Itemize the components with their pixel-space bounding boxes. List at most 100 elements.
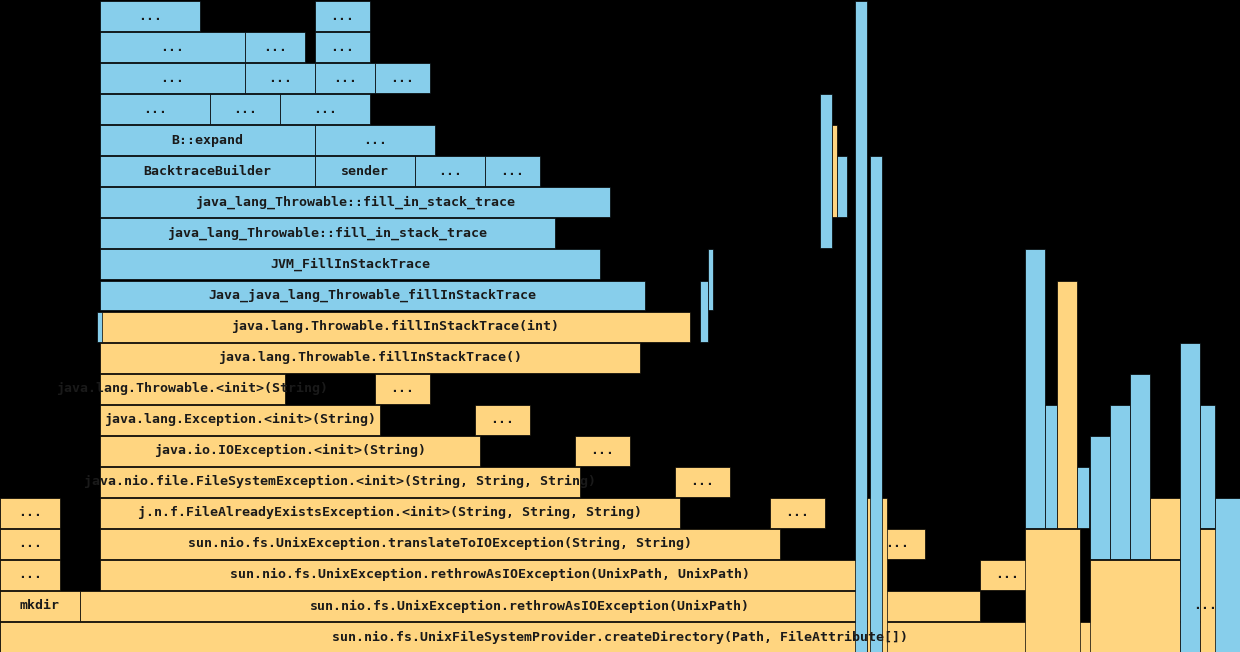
Bar <box>1215 498 1240 652</box>
Text: sun.nio.fs.UnixException.rethrowAsIOException(UnixPath): sun.nio.fs.UnixException.rethrowAsIOExce… <box>310 599 750 612</box>
Bar <box>100 1 200 31</box>
Bar <box>100 560 880 590</box>
Bar <box>475 405 529 435</box>
Text: ...: ... <box>143 103 167 115</box>
Text: ...: ... <box>138 10 162 23</box>
Text: ...: ... <box>334 72 357 85</box>
Bar <box>315 156 415 186</box>
Text: j.n.f.FileAlreadyExistsException.<init>(String, String, String): j.n.f.FileAlreadyExistsException.<init>(… <box>138 507 642 520</box>
Text: ...: ... <box>996 569 1019 582</box>
Text: ...: ... <box>590 444 615 457</box>
Text: BacktraceBuilder: BacktraceBuilder <box>144 165 272 178</box>
Text: java_lang_Throwable::fill_in_stack_trace: java_lang_Throwable::fill_in_stack_trace <box>167 227 487 240</box>
Bar <box>0 498 60 528</box>
Text: sun.nio.fs.UnixException.rethrowAsIOException(UnixPath, UnixPath): sun.nio.fs.UnixException.rethrowAsIOExce… <box>229 569 750 582</box>
Text: java.lang.Exception.<init>(String): java.lang.Exception.<init>(String) <box>104 413 376 426</box>
Text: ...: ... <box>331 10 355 23</box>
Bar <box>100 436 480 466</box>
Bar <box>1200 529 1240 652</box>
Bar <box>770 498 825 528</box>
Bar <box>100 343 640 372</box>
Text: ...: ... <box>263 40 286 53</box>
Bar <box>1110 405 1130 559</box>
Text: mkdir: mkdir <box>20 599 60 612</box>
Bar <box>415 156 485 186</box>
Bar <box>837 156 847 217</box>
Text: ...: ... <box>312 103 337 115</box>
Bar <box>1171 591 1240 621</box>
Bar <box>820 95 832 248</box>
Text: ...: ... <box>160 72 185 85</box>
Text: java.io.IOException.<init>(String): java.io.IOException.<init>(String) <box>154 444 427 457</box>
Bar <box>1025 529 1080 652</box>
Text: ...: ... <box>233 103 257 115</box>
Text: ...: ... <box>19 537 42 550</box>
Bar <box>870 529 925 559</box>
Bar <box>1200 405 1215 528</box>
Text: ...: ... <box>391 72 414 85</box>
Bar <box>100 467 580 497</box>
Text: ...: ... <box>363 134 387 147</box>
Text: ...: ... <box>19 507 42 520</box>
Bar <box>0 529 60 559</box>
Text: sender: sender <box>341 165 389 178</box>
Text: ...: ... <box>491 413 515 426</box>
Bar <box>832 125 837 217</box>
Bar <box>100 250 600 280</box>
Bar <box>100 498 680 528</box>
Text: sun.nio.fs.UnixFileSystemProvider.createDirectory(Path, FileAttribute[]): sun.nio.fs.UnixFileSystemProvider.create… <box>332 630 908 644</box>
Bar <box>100 529 780 559</box>
Bar <box>1025 250 1045 528</box>
Bar <box>210 95 280 124</box>
Bar <box>100 95 210 124</box>
Bar <box>315 1 370 31</box>
Bar <box>1149 498 1180 559</box>
Bar <box>675 467 730 497</box>
Text: ...: ... <box>331 40 355 53</box>
Text: ...: ... <box>391 382 414 395</box>
Bar <box>1130 374 1149 559</box>
Text: B::expand: B::expand <box>171 134 243 147</box>
Bar <box>0 560 60 590</box>
Bar <box>81 591 980 621</box>
Bar <box>1056 280 1078 528</box>
Text: ...: ... <box>268 72 291 85</box>
Text: ...: ... <box>1193 599 1216 612</box>
Bar <box>246 32 305 62</box>
Bar <box>0 622 1240 652</box>
Bar <box>1045 405 1056 528</box>
Bar <box>315 63 374 93</box>
Text: ...: ... <box>438 165 463 178</box>
Bar <box>1090 560 1180 652</box>
Bar <box>867 498 887 652</box>
Text: java_lang_Throwable::fill_in_stack_trace: java_lang_Throwable::fill_in_stack_trace <box>195 196 515 209</box>
Text: JVM_FillInStackTrace: JVM_FillInStackTrace <box>270 258 430 271</box>
Bar <box>100 187 610 217</box>
Bar <box>315 32 370 62</box>
Bar <box>100 218 556 248</box>
Bar <box>100 374 285 404</box>
Text: java.lang.Throwable.fillInStackTrace(): java.lang.Throwable.fillInStackTrace() <box>218 351 522 364</box>
Text: java.nio.file.FileSystemException.<init>(String, String, String): java.nio.file.FileSystemException.<init>… <box>84 475 596 488</box>
Bar <box>280 95 370 124</box>
Text: ...: ... <box>501 165 525 178</box>
Bar <box>97 312 102 342</box>
Text: sun.nio.fs.UnixException.translateToIOException(String, String): sun.nio.fs.UnixException.translateToIOEx… <box>188 537 692 550</box>
Bar <box>100 280 645 310</box>
Bar <box>575 436 630 466</box>
Bar <box>246 63 315 93</box>
Bar <box>708 250 713 310</box>
Bar <box>701 280 708 342</box>
Bar <box>0 591 81 621</box>
Bar <box>980 560 1035 590</box>
Bar <box>1180 343 1200 652</box>
Bar <box>100 156 315 186</box>
Bar <box>870 156 882 652</box>
Bar <box>485 156 539 186</box>
Text: ...: ... <box>160 40 185 53</box>
Bar <box>100 125 315 155</box>
Text: ...: ... <box>19 569 42 582</box>
Bar <box>100 312 689 342</box>
Text: java.lang.Throwable.<init>(String): java.lang.Throwable.<init>(String) <box>57 382 329 395</box>
Text: ...: ... <box>691 475 714 488</box>
